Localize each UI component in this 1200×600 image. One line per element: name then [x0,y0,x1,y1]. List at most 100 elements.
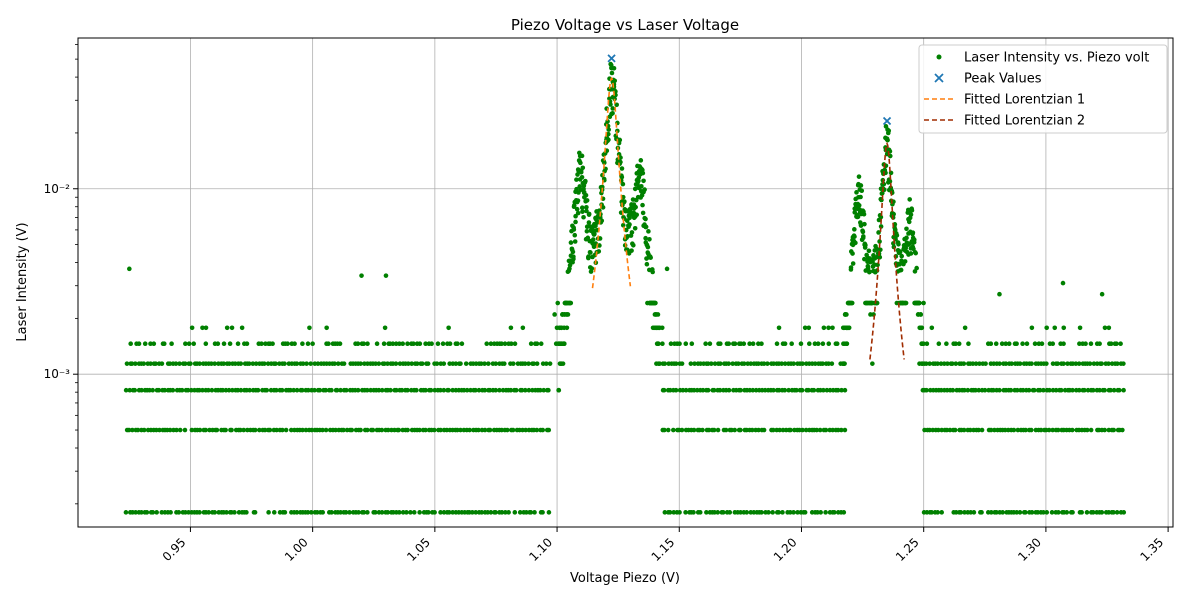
data-point [870,361,875,366]
data-point [839,387,844,393]
data-point [994,510,999,515]
data-point [765,361,770,366]
data-point [692,361,697,366]
data-point [759,341,764,347]
data-point [227,341,233,347]
data-point [538,341,544,347]
data-point [1087,361,1093,366]
data-point [662,427,667,433]
data-point [1003,361,1009,366]
data-point [642,187,647,192]
data-point [334,387,340,393]
data-point [748,361,754,366]
data-point [320,510,326,515]
data-point [133,510,138,515]
data-point [841,510,847,515]
data-point [226,361,232,366]
data-point [1050,341,1056,347]
data-point [379,387,385,393]
data-point [365,510,370,515]
data-point [856,203,862,208]
data-point [150,387,155,393]
data-point [970,361,976,366]
data-point [645,244,651,250]
data-point [953,341,958,347]
data-point [1111,427,1117,433]
data-point [478,361,484,366]
data-point [167,427,173,433]
data-point [294,510,300,515]
data-point [834,341,840,347]
data-point [679,361,685,366]
data-point [1091,361,1097,366]
data-point [640,210,646,216]
data-point [200,387,205,393]
data-point [599,184,605,190]
data-point [1060,280,1066,286]
data-point [189,427,195,433]
data-point [842,427,848,433]
data-point [744,510,750,515]
data-point [956,341,962,347]
data-point [936,341,942,347]
legend-box [918,44,1168,134]
data-point [814,427,820,433]
data-point [292,341,297,347]
data-point [464,387,470,393]
data-point [1084,427,1090,433]
data-point [567,262,573,268]
data-point [534,361,540,366]
data-point [423,387,428,393]
data-point [712,361,718,366]
data-point [393,361,399,366]
data-point [411,510,417,515]
data-point [397,510,402,515]
data-point [438,427,443,433]
data-point [561,341,567,347]
data-point [128,341,133,347]
data-point [903,300,909,306]
data-point [738,510,743,515]
data-point [600,205,606,210]
data-point [643,235,648,241]
data-point [756,361,761,366]
data-point [715,510,721,515]
data-point [1017,510,1023,515]
data-point [704,510,709,515]
data-point [679,427,685,433]
data-point [399,387,405,393]
data-point [423,341,428,347]
data-point [973,361,979,366]
data-point [1023,427,1028,433]
data-point [247,387,252,393]
data-point [715,427,721,433]
data-point [409,361,415,366]
data-point [720,510,726,515]
data-point [938,361,944,366]
data-point [396,427,402,433]
data-point [574,186,579,192]
data-point [766,510,771,515]
data-point [907,197,912,202]
data-point [726,361,731,366]
data-point [365,341,370,347]
data-point [1015,427,1021,433]
data-point [358,427,363,433]
data-point [314,510,320,515]
data-point [691,510,696,515]
data-point [520,325,526,331]
data-point [850,261,856,266]
data-point [1106,325,1112,331]
data-point [921,300,926,306]
data-point [1008,387,1014,393]
data-point [435,341,441,347]
data-point [782,387,788,393]
data-point [1090,387,1096,393]
data-point [303,427,309,433]
data-point [749,427,755,433]
data-point [844,341,850,347]
data-point [381,341,387,347]
data-point [423,427,428,433]
data-point [305,510,311,515]
data-point [540,427,546,433]
